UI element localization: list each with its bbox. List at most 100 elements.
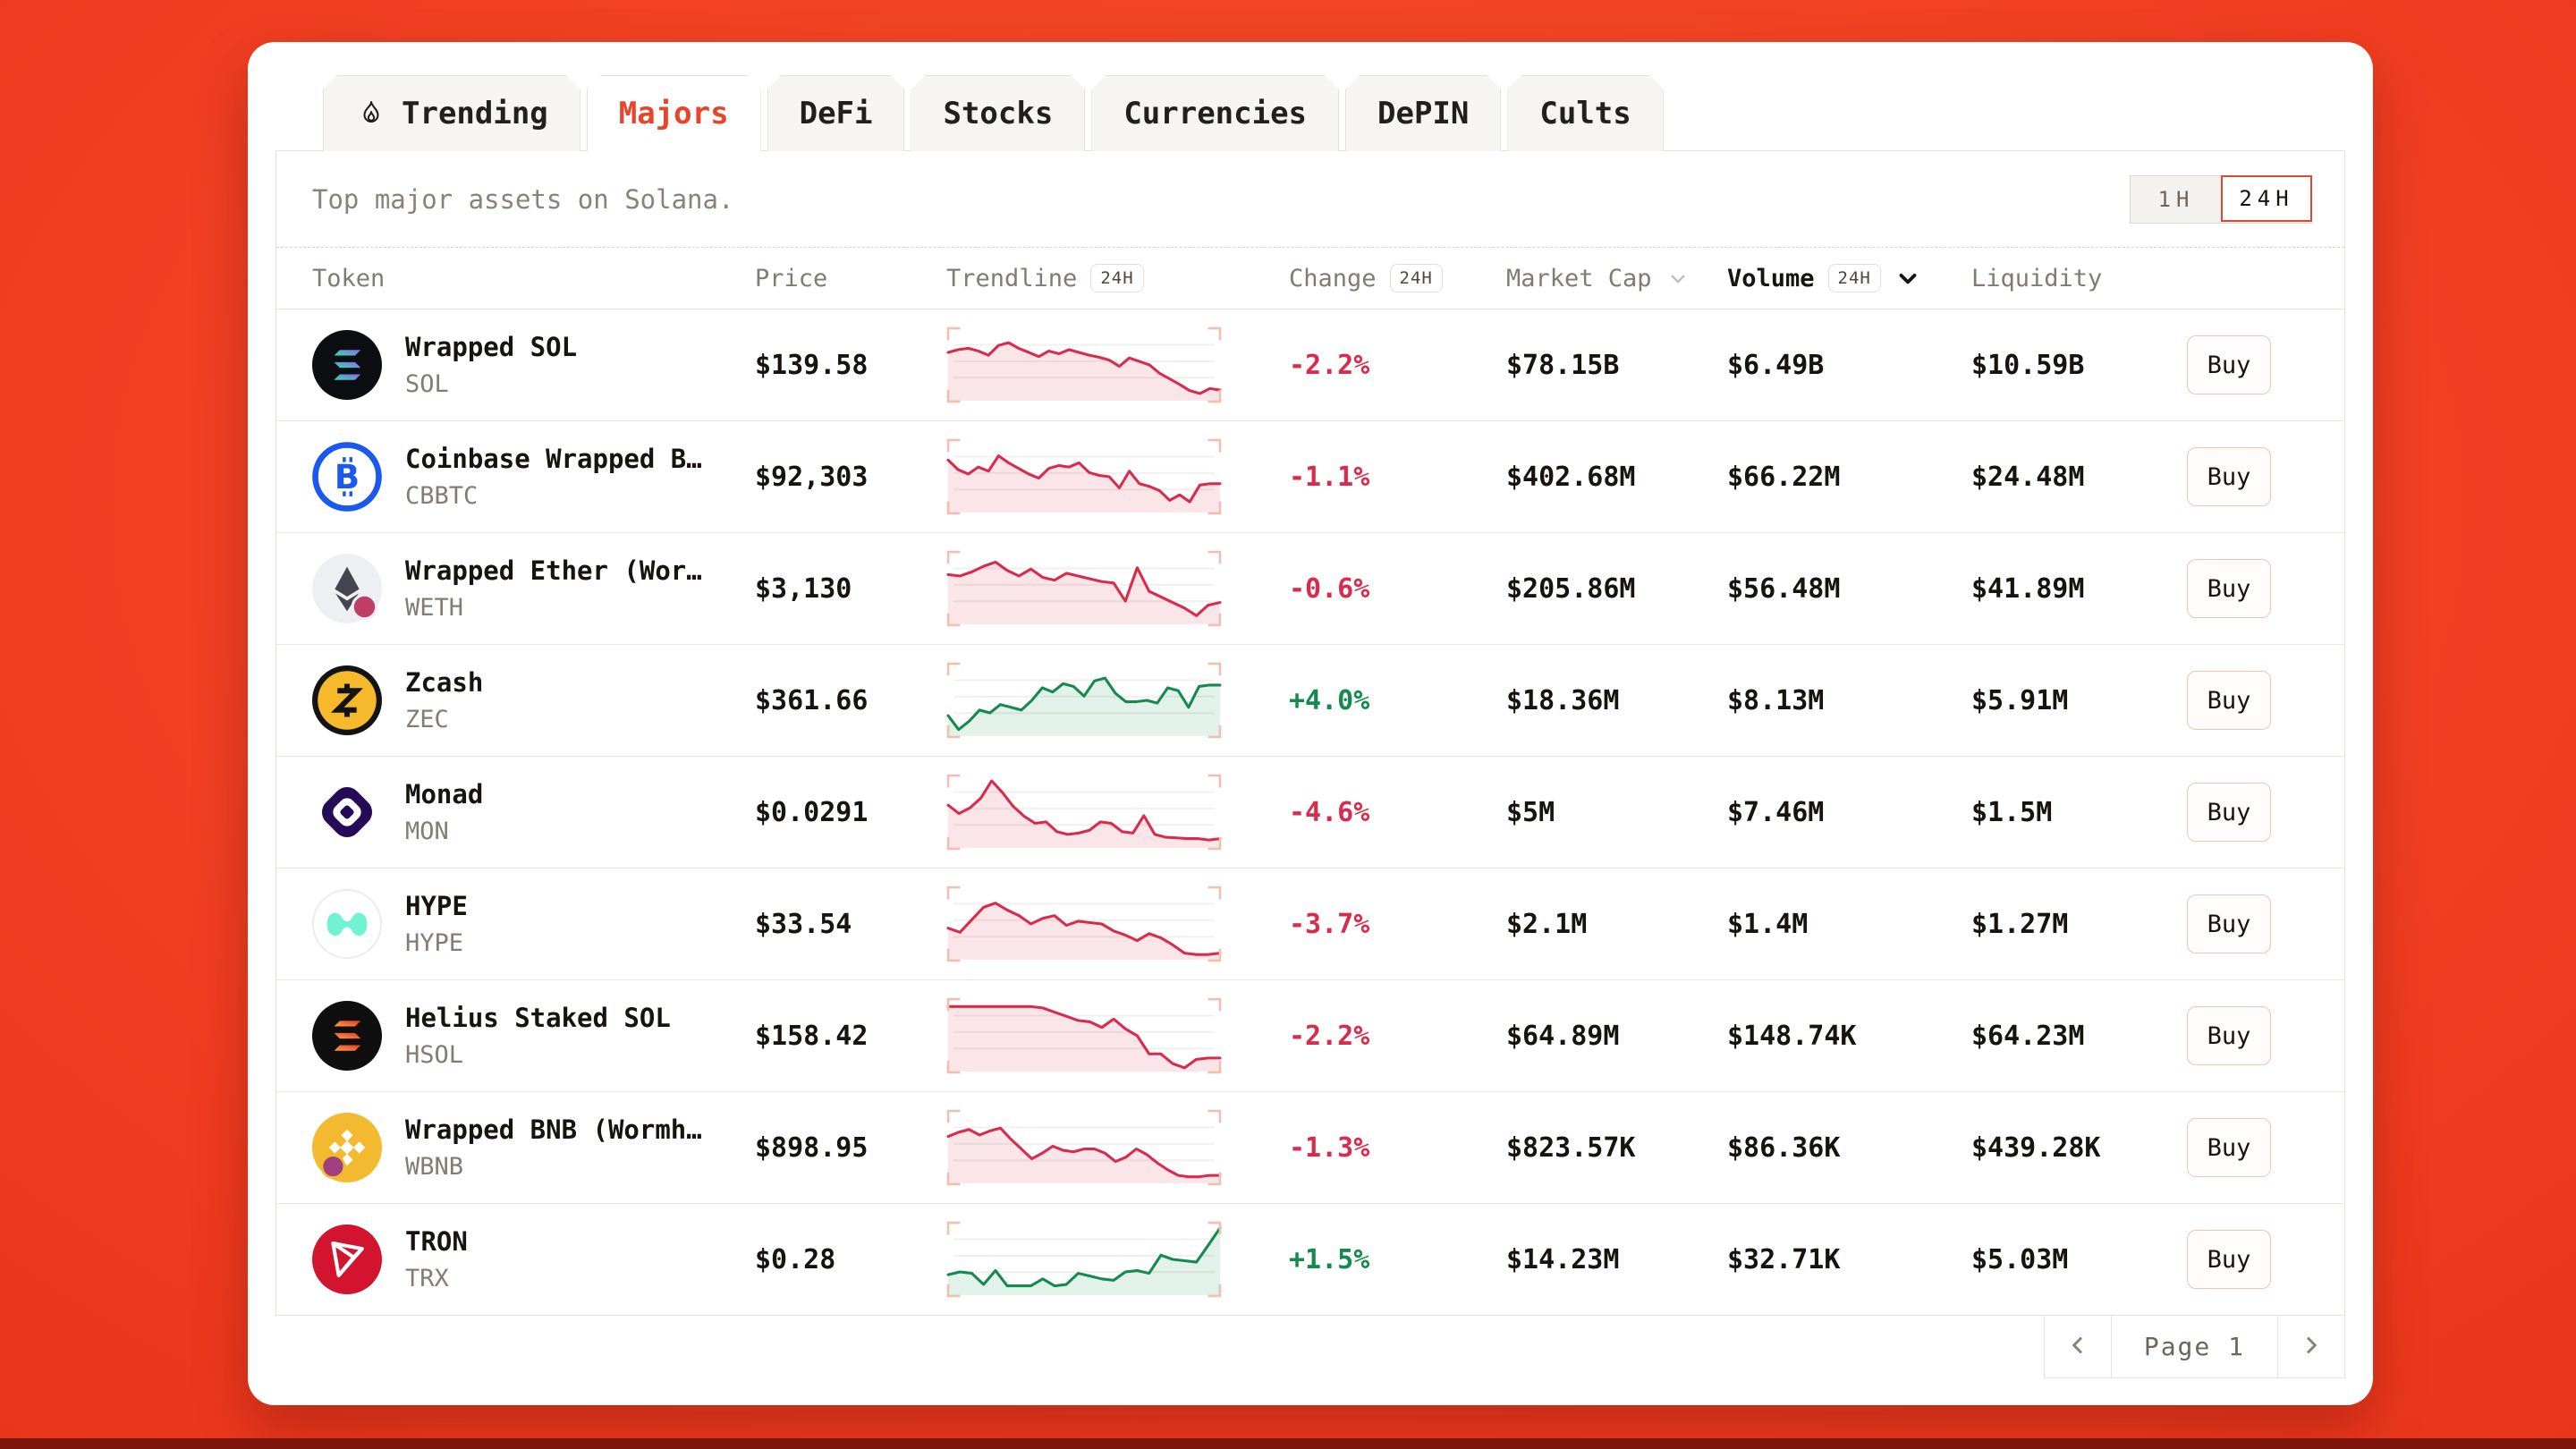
tab-stocks[interactable]: Stocks (911, 75, 1085, 151)
volume-value: $148.74K (1727, 1020, 1857, 1052)
tab-label: Cults (1539, 96, 1631, 131)
tab-majors[interactable]: Majors (587, 75, 761, 151)
tab-trending[interactable]: Trending (323, 75, 580, 151)
market-cap-value: $402.68M (1506, 461, 1636, 493)
change-24h-badge: 24H (1389, 264, 1443, 292)
price-change: +4.0% (1289, 684, 1370, 716)
col-header-volume[interactable]: Volume 24H (1727, 264, 1971, 292)
prev-page-button[interactable] (2043, 1316, 2112, 1378)
tab-label: Currencies (1123, 96, 1308, 131)
trendline-sparkline (946, 774, 1222, 851)
col-header-token: Token (312, 264, 386, 292)
volume-value: $8.13M (1727, 684, 1825, 716)
tab-label: DeFi (799, 96, 873, 131)
table-row[interactable]: Wrapped BNB (Wormh… WBNB $898.95 -1.3% $… (276, 1092, 2344, 1204)
timeframe-toggle: 1H 24H (2130, 174, 2312, 224)
buy-button[interactable]: Buy (2187, 447, 2271, 506)
liquidity-value: $1.27M (1971, 908, 2069, 940)
tab-label: Majors (618, 96, 729, 131)
table-row[interactable]: Wrapped Ether (Wor… WETH $3,130 -0.6% $2… (276, 533, 2344, 645)
table-row[interactable]: HYPE HYPE $33.54 -3.7% $2.1M $1.4M $1.27… (276, 869, 2344, 980)
buy-button[interactable]: Buy (2187, 1006, 2271, 1065)
token-cell: TRON TRX (312, 1224, 755, 1294)
token-name: TRON (405, 1226, 468, 1257)
buy-button[interactable]: Buy (2187, 783, 2271, 842)
liquidity-value: $41.89M (1971, 572, 2085, 605)
market-cap-value: $64.89M (1506, 1020, 1620, 1052)
trendline-sparkline (946, 326, 1222, 403)
sort-chevron-down-icon (1894, 265, 1921, 292)
token-cell: HYPE HYPE (312, 889, 755, 959)
table-row[interactable]: Monad MON $0.0291 -4.6% $5M $7.46M $1.5M… (276, 757, 2344, 869)
col-header-price: Price (755, 264, 828, 292)
token-price: $139.58 (755, 349, 869, 381)
price-change: -1.1% (1289, 461, 1370, 493)
tab-depin[interactable]: DePIN (1345, 75, 1501, 151)
market-cap-value: $18.36M (1506, 684, 1620, 716)
token-name: Wrapped BNB (Wormh… (405, 1114, 702, 1145)
tab-defi[interactable]: DeFi (767, 75, 905, 151)
price-change: +1.5% (1289, 1243, 1370, 1275)
next-page-button[interactable] (2277, 1316, 2345, 1378)
trendline-sparkline (946, 1221, 1222, 1298)
token-icon (312, 777, 382, 847)
table-header-row: Token Price Trendline 24H Change 24H Mar… (276, 248, 2344, 309)
token-price: $33.54 (755, 908, 852, 940)
tab-currencies[interactable]: Currencies (1091, 75, 1339, 151)
volume-value: $32.71K (1727, 1243, 1841, 1275)
volume-value: $86.36K (1727, 1131, 1841, 1164)
buy-button[interactable]: Buy (2187, 1118, 2271, 1177)
col-header-market-cap[interactable]: Market Cap (1506, 265, 1727, 292)
token-price: $0.0291 (755, 796, 869, 828)
token-price: $158.42 (755, 1020, 869, 1052)
chevron-right-icon (2298, 1332, 2325, 1362)
token-symbol: WETH (405, 594, 464, 622)
screener-card: Trending Majors DeFi Stocks Currencies D… (248, 42, 2373, 1405)
liquidity-value: $64.23M (1971, 1020, 2085, 1052)
table-row[interactable]: B Coinbase Wrapped B… CBBTC $92,303 -1.1… (276, 421, 2344, 533)
buy-button[interactable]: Buy (2187, 1230, 2271, 1289)
volume-value: $66.22M (1727, 461, 1841, 493)
screener-panel: Top major assets on Solana. 1H 24H Token … (275, 150, 2345, 1316)
table-row[interactable]: Zcash ZEC $361.66 +4.0% $18.36M $8.13M $… (276, 645, 2344, 757)
trendline-sparkline (946, 1109, 1222, 1186)
table-row[interactable]: TRON TRX $0.28 +1.5% $14.23M $32.71K $5.… (276, 1204, 2344, 1316)
panel-subtitle: Top major assets on Solana. (312, 183, 734, 215)
table-row[interactable]: Wrapped SOL SOL $139.58 -2.2% $78.15B $6… (276, 309, 2344, 421)
buy-button[interactable]: Buy (2187, 671, 2271, 730)
price-change: -2.2% (1289, 1020, 1370, 1052)
volume-value: $7.46M (1727, 796, 1825, 828)
token-price: $92,303 (755, 461, 869, 493)
volume-value: $1.4M (1727, 908, 1809, 940)
token-symbol: SOL (405, 370, 449, 398)
tab-cults[interactable]: Cults (1507, 75, 1663, 151)
price-change: -4.6% (1289, 796, 1370, 828)
token-symbol: HYPE (405, 929, 464, 957)
buy-button[interactable]: Buy (2187, 335, 2271, 394)
liquidity-value: $5.03M (1971, 1243, 2069, 1275)
token-cell: Wrapped BNB (Wormh… WBNB (312, 1113, 755, 1182)
panel-header: Top major assets on Solana. 1H 24H (276, 151, 2344, 248)
chevron-left-icon (2064, 1332, 2091, 1362)
token-icon (312, 554, 382, 623)
market-cap-value: $5M (1506, 796, 1555, 828)
token-name: Zcash (405, 667, 484, 698)
page-indicator: Page 1 (2110, 1316, 2278, 1378)
token-symbol: WBNB (405, 1153, 464, 1181)
buy-button[interactable]: Buy (2187, 894, 2271, 953)
timeframe-option-1h[interactable]: 1H (2157, 186, 2195, 212)
token-symbol: MON (405, 818, 449, 845)
trendline-24h-badge: 24H (1090, 264, 1144, 292)
token-name: Helius Staked SOL (405, 1003, 671, 1033)
token-icon (312, 1113, 382, 1182)
token-icon (312, 665, 382, 735)
buy-button[interactable]: Buy (2187, 559, 2271, 618)
market-cap-value: $78.15B (1506, 349, 1620, 381)
tab-bar: Trending Majors DeFi Stocks Currencies D… (323, 75, 1664, 151)
trendline-sparkline (946, 550, 1222, 627)
token-cell: Zcash ZEC (312, 665, 755, 735)
table-row[interactable]: Helius Staked SOL HSOL $158.42 -2.2% $64… (276, 980, 2344, 1092)
sort-chevron-icon (1665, 266, 1690, 291)
timeframe-option-24h[interactable]: 24H (2221, 174, 2312, 222)
col-header-liquidity: Liquidity (1971, 264, 2103, 292)
